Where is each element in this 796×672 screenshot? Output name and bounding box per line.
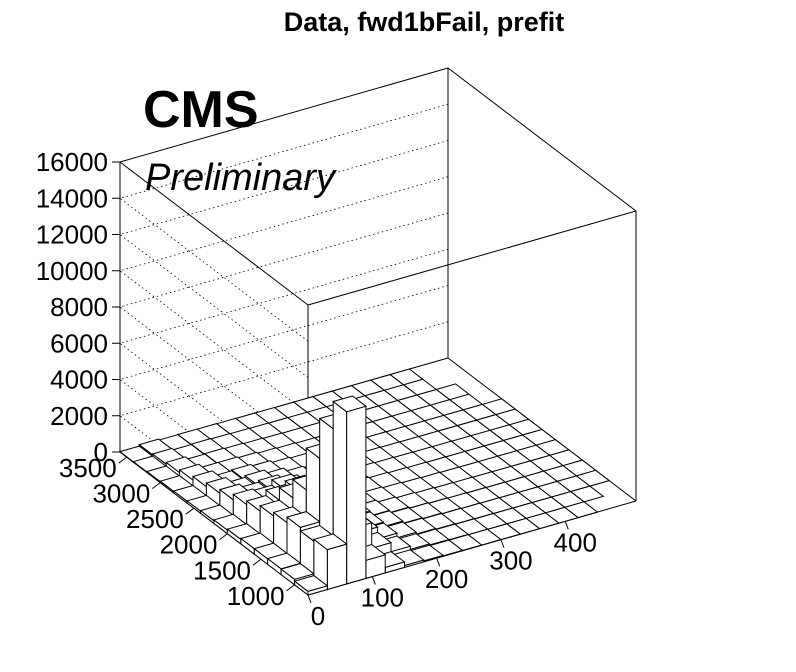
z-gridline (119, 103, 449, 342)
axis-box-edge (119, 67, 449, 163)
y-tick-label: 1500 (193, 555, 251, 585)
z-gridline (119, 212, 449, 451)
z-gridline (119, 140, 449, 378)
x-tick-label: 200 (425, 564, 468, 594)
z-tick-label: 8000 (50, 292, 108, 322)
x-tick-label: 300 (489, 546, 532, 576)
axis-box-edge (119, 161, 309, 306)
lego-bars (118, 368, 611, 597)
y-tick-label: 2500 (126, 504, 184, 534)
y-tick-label: 1000 (227, 581, 285, 611)
x-tick-label: 100 (361, 583, 404, 613)
cms-label: CMS (143, 81, 259, 139)
chart-title: Data, fwd1bFail, prefit (284, 7, 565, 37)
preliminary-label: Preliminary (145, 157, 337, 199)
z-gridlines (119, 103, 449, 560)
z-tick-label: 10000 (36, 256, 108, 286)
x-tick-label: 0 (311, 601, 325, 631)
z-tick-label: 6000 (50, 328, 108, 358)
z-tick-label: 4000 (50, 365, 108, 395)
z-gridline (119, 248, 449, 487)
axis-box-edge (307, 210, 637, 306)
x-tick-label: 400 (554, 527, 597, 557)
y-tick-label: 3500 (59, 453, 117, 483)
z-gridline (119, 176, 449, 415)
z-tick-label: 0 (94, 437, 108, 467)
z-gridline (119, 285, 449, 523)
z-gridline (119, 321, 449, 560)
x-axis-ticks: 0 100 200 300 400 (307, 521, 597, 631)
z-tick-label: 2000 (50, 401, 108, 431)
z-tick-label: 14000 (36, 183, 108, 213)
axis-box-edge (447, 67, 637, 212)
lego-bar (293, 575, 329, 597)
y-tick-label: 2000 (160, 530, 218, 560)
z-axis-ticks: 0 2000 4000 6000 8000 10000 12000 14000 16000 (36, 147, 120, 467)
z-tick-label: 12000 (36, 220, 108, 250)
z-tick-label: 16000 (36, 147, 108, 177)
y-tick-label: 3000 (92, 479, 150, 509)
